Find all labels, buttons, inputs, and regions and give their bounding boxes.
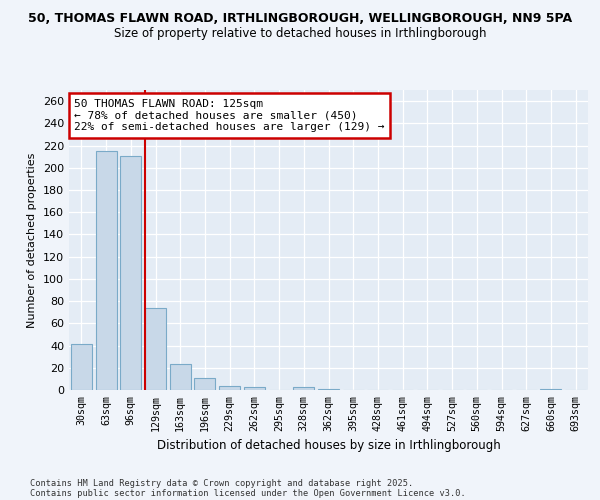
Bar: [120, 156, 141, 390]
Text: Contains public sector information licensed under the Open Government Licence v3: Contains public sector information licen…: [30, 488, 466, 498]
Text: 50, THOMAS FLAWN ROAD, IRTHLINGBOROUGH, WELLINGBOROUGH, NN9 5PA: 50, THOMAS FLAWN ROAD, IRTHLINGBOROUGH, …: [28, 12, 572, 26]
Bar: [71, 344, 92, 390]
Bar: [318, 389, 339, 390]
Bar: [145, 308, 166, 390]
Bar: [194, 378, 215, 390]
Y-axis label: Number of detached properties: Number of detached properties: [28, 152, 37, 328]
X-axis label: Distribution of detached houses by size in Irthlingborough: Distribution of detached houses by size …: [157, 439, 500, 452]
Bar: [219, 386, 240, 390]
Text: Size of property relative to detached houses in Irthlingborough: Size of property relative to detached ho…: [114, 28, 486, 40]
Bar: [170, 364, 191, 390]
Text: Contains HM Land Registry data © Crown copyright and database right 2025.: Contains HM Land Registry data © Crown c…: [30, 478, 413, 488]
Bar: [293, 386, 314, 390]
Bar: [244, 386, 265, 390]
Text: 50 THOMAS FLAWN ROAD: 125sqm
← 78% of detached houses are smaller (450)
22% of s: 50 THOMAS FLAWN ROAD: 125sqm ← 78% of de…: [74, 99, 385, 132]
Bar: [95, 151, 116, 390]
Bar: [541, 389, 562, 390]
